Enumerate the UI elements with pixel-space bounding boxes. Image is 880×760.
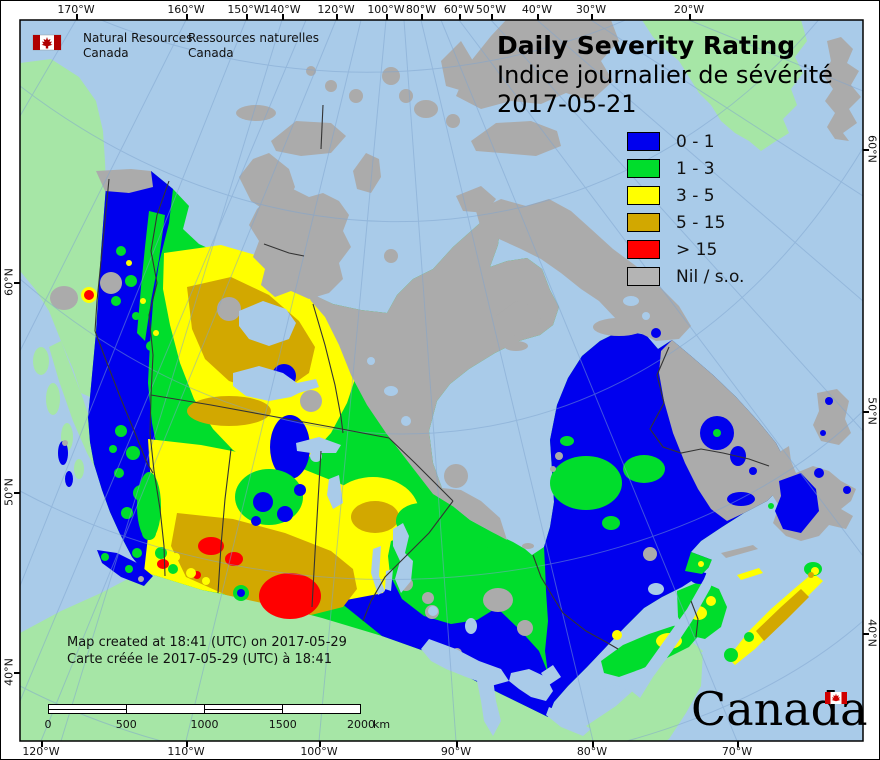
axis-tick xyxy=(319,741,321,747)
graticule xyxy=(20,20,863,741)
arctic-islands xyxy=(236,20,861,549)
axis-label-bottom: 80°W xyxy=(576,745,608,758)
legend-item: 0 - 1 xyxy=(627,131,744,152)
wordmark-flag-icon xyxy=(825,692,847,704)
legend-swatch xyxy=(627,213,660,232)
axis-label-bottom: 70°W xyxy=(721,745,753,758)
legend-label: 5 - 15 xyxy=(676,212,726,233)
title-date: 2017-05-21 xyxy=(497,90,637,118)
created-en: Map created at 18:41 (UTC) on 2017-05-29 xyxy=(67,635,347,650)
legend-swatch xyxy=(627,186,660,205)
axis-tick xyxy=(459,14,461,20)
axis-label-top: 160°W xyxy=(167,3,205,16)
legend-label: 3 - 5 xyxy=(676,185,715,206)
scale-number: 0 xyxy=(44,718,52,731)
legend: 0 - 1 1 - 3 3 - 5 5 - 15 > 15 Nil / s.o. xyxy=(627,132,744,294)
island-severity-specks xyxy=(635,328,833,436)
axis-tick xyxy=(689,14,691,20)
legend-swatch xyxy=(627,132,660,151)
axis-tick xyxy=(863,411,869,413)
legend-item: > 15 xyxy=(627,239,744,260)
created-note: Map created at 18:41 (UTC) on 2017-05-29… xyxy=(67,634,347,668)
scale-bar-graphic xyxy=(48,704,361,714)
axis-tick xyxy=(863,633,869,635)
legend-item: 1 - 3 xyxy=(627,158,744,179)
agency-name-fr: Ressources naturelles Canada xyxy=(188,31,319,61)
axis-label-top: 40°W xyxy=(521,3,553,16)
axis-label-top: 120°W xyxy=(317,3,355,16)
axis-tick xyxy=(76,14,78,20)
title-en: Daily Severity Rating xyxy=(497,31,796,60)
axis-tick xyxy=(282,14,284,20)
axis-tick xyxy=(421,14,423,20)
axis-tick xyxy=(14,282,20,284)
axis-label-top: 140°W xyxy=(263,3,301,16)
agency-en-line1: Natural Resources xyxy=(83,31,193,45)
legend-item: 5 - 15 xyxy=(627,212,744,233)
axis-label-top: 30°W xyxy=(575,3,607,16)
axis-tick xyxy=(186,14,188,20)
scale-number: 2000 xyxy=(347,718,375,731)
legend-label: 1 - 3 xyxy=(676,158,715,179)
axis-tick xyxy=(386,14,388,20)
map-title: Daily Severity Rating Indice journalier … xyxy=(497,31,833,119)
axis-label-top: 150°W xyxy=(227,3,265,16)
legend-label: > 15 xyxy=(676,239,718,260)
scale-number: 1500 xyxy=(268,718,297,731)
axis-label-top: 80°W xyxy=(405,3,437,16)
legend-swatch xyxy=(627,159,660,178)
axis-tick xyxy=(14,492,20,494)
axis-label-bottom: 90°W xyxy=(440,745,472,758)
agency-fr-line1: Ressources naturelles xyxy=(188,31,319,45)
axis-tick xyxy=(592,741,594,747)
axis-tick xyxy=(41,741,43,747)
axis-label-top: 170°W xyxy=(57,3,95,16)
agency-en-line2: Canada xyxy=(83,46,129,60)
legend-label: Nil / s.o. xyxy=(676,266,745,287)
axis-label-top: 20°W xyxy=(673,3,705,16)
created-fr: Carte créée le 2017-05-29 (UTC) à 18:41 xyxy=(67,652,332,667)
scale-number: 500 xyxy=(115,718,137,731)
axis-tick xyxy=(863,149,869,151)
legend-swatch xyxy=(627,267,660,286)
axis-label-bottom: 110°W xyxy=(167,745,205,758)
axis-label-top: 50°W xyxy=(475,3,507,16)
legend-label: 0 - 1 xyxy=(676,131,715,152)
axis-tick xyxy=(491,14,493,20)
borders xyxy=(94,104,770,650)
axis-tick xyxy=(14,672,20,674)
axis-tick xyxy=(456,741,458,747)
axis-label-top: 60°W xyxy=(443,3,475,16)
scale-bar: 0 500 1000 1500 2000 km xyxy=(44,704,391,734)
title-fr: Indice journalier de sévérité xyxy=(497,61,833,89)
axis-tick xyxy=(186,741,188,747)
axis-tick xyxy=(737,741,739,747)
agency-name-en: Natural Resources Canada xyxy=(83,31,192,61)
scale-unit: km xyxy=(373,718,391,731)
legend-swatch xyxy=(627,240,660,259)
canada-wordmark: Canada xyxy=(691,682,868,736)
agency-fr-line2: Canada xyxy=(188,46,234,60)
axis-tick xyxy=(336,14,338,20)
legend-item: 3 - 5 xyxy=(627,185,744,206)
axis-tick xyxy=(246,14,248,20)
axis-tick xyxy=(537,14,539,20)
legend-item: Nil / s.o. xyxy=(627,266,745,287)
scale-number: 1000 xyxy=(190,718,219,731)
axis-label-top: 100°W xyxy=(367,3,405,16)
axis-label-bottom: 100°W xyxy=(300,745,338,758)
axis-tick xyxy=(591,14,593,20)
axis-label-bottom: 120°W xyxy=(22,745,60,758)
map-frame xyxy=(19,19,864,742)
canada-flag-icon xyxy=(32,34,62,51)
